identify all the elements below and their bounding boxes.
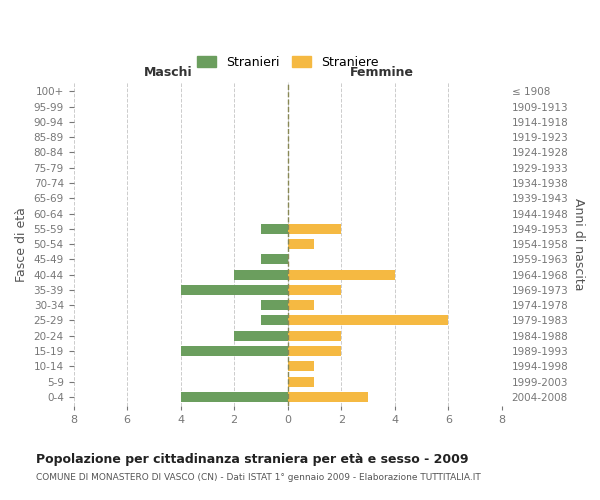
Bar bbox=[287, 376, 314, 386]
Bar bbox=[287, 392, 368, 402]
Text: Femmine: Femmine bbox=[350, 66, 414, 79]
Bar bbox=[234, 270, 287, 280]
Bar bbox=[287, 316, 448, 326]
Bar bbox=[181, 346, 287, 356]
Bar bbox=[287, 346, 341, 356]
Text: Maschi: Maschi bbox=[143, 66, 192, 79]
Bar bbox=[287, 270, 395, 280]
Bar bbox=[287, 331, 341, 340]
Bar bbox=[287, 224, 341, 234]
Text: Popolazione per cittadinanza straniera per età e sesso - 2009: Popolazione per cittadinanza straniera p… bbox=[36, 452, 469, 466]
Bar bbox=[287, 285, 341, 295]
Bar bbox=[287, 300, 314, 310]
Bar bbox=[261, 316, 287, 326]
Bar bbox=[181, 392, 287, 402]
Bar bbox=[261, 254, 287, 264]
Y-axis label: Fasce di età: Fasce di età bbox=[15, 206, 28, 282]
Legend: Stranieri, Straniere: Stranieri, Straniere bbox=[197, 56, 378, 69]
Bar bbox=[287, 362, 314, 371]
Bar bbox=[234, 331, 287, 340]
Bar bbox=[181, 285, 287, 295]
Bar bbox=[287, 239, 314, 249]
Bar bbox=[261, 224, 287, 234]
Y-axis label: Anni di nascita: Anni di nascita bbox=[572, 198, 585, 290]
Text: COMUNE DI MONASTERO DI VASCO (CN) - Dati ISTAT 1° gennaio 2009 - Elaborazione TU: COMUNE DI MONASTERO DI VASCO (CN) - Dati… bbox=[36, 472, 481, 482]
Bar bbox=[261, 300, 287, 310]
